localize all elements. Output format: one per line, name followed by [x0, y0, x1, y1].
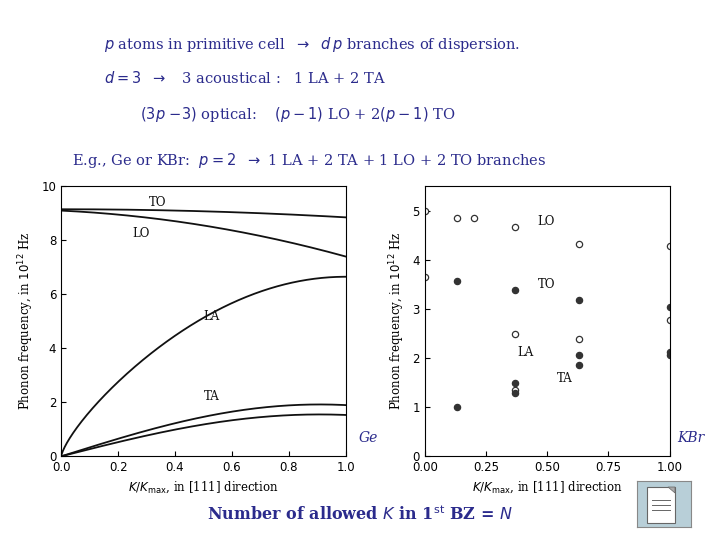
Text: LA: LA	[204, 310, 220, 323]
Text: Ge: Ge	[359, 431, 378, 446]
Text: LO: LO	[132, 227, 150, 240]
Text: TA: TA	[557, 372, 572, 384]
Text: LO: LO	[537, 214, 555, 227]
X-axis label: $K/K_{\mathrm{max}}$, in [111] direction: $K/K_{\mathrm{max}}$, in [111] direction	[128, 480, 279, 495]
Y-axis label: Phonon frequency, in $10^{12}$ Hz: Phonon frequency, in $10^{12}$ Hz	[387, 232, 407, 410]
X-axis label: $K/K_{\mathrm{max}}$, in [111] direction: $K/K_{\mathrm{max}}$, in [111] direction	[472, 480, 623, 495]
Bar	[647, 487, 675, 523]
Text: LA: LA	[518, 346, 534, 359]
Text: TA: TA	[204, 389, 219, 403]
Text: E.g., Ge or KBr:  $p = 2$  $\rightarrow$ 1 LA + 2 TA + 1 LO + 2 TO branches: E.g., Ge or KBr: $p = 2$ $\rightarrow$ 1…	[72, 151, 546, 170]
Text: $p$ atoms in primitive cell  $\rightarrow$  $d\,p$ branches of dispersion.: $p$ atoms in primitive cell $\rightarrow…	[104, 35, 521, 54]
Text: TO: TO	[149, 195, 167, 209]
Text: TO: TO	[537, 279, 555, 292]
Y-axis label: Phonon frequency, in $10^{12}$ Hz: Phonon frequency, in $10^{12}$ Hz	[17, 232, 36, 410]
Text: KBr: KBr	[678, 431, 705, 446]
Text: $d = 3$  $\rightarrow$   3 acoustical :   1 LA + 2 TA: $d = 3$ $\rightarrow$ 3 acoustical : 1 L…	[104, 70, 387, 86]
Text: $(3p$ $-3)$ optical:    $(p-1)$ LO + 2$(p-1)$ TO: $(3p$ $-3)$ optical: $(p-1)$ LO + 2$(p-1…	[140, 105, 456, 124]
Text: Number of allowed $K$ in 1$^{\mathrm{st}}$ BZ = $N$: Number of allowed $K$ in 1$^{\mathrm{st}…	[207, 505, 513, 524]
Polygon shape	[668, 487, 675, 493]
